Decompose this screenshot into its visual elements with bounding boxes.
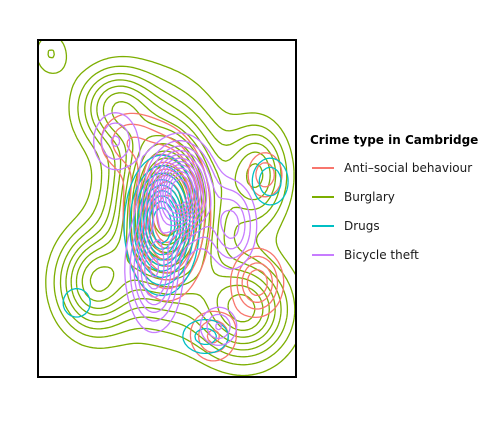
- legend-item-anti-social-behaviour: Anti–social behaviour: [310, 153, 478, 182]
- contour-line-drugs: [62, 154, 289, 355]
- legend-key-burglary: [312, 195, 334, 198]
- contour-line-bicycle-theft: [100, 122, 251, 340]
- contour-line-bicycle-theft: [160, 164, 200, 222]
- contour-line-bicycle-theft: [110, 135, 246, 331]
- contour-line-burglary: [47, 49, 296, 366]
- contour-line-bicycle-theft: [137, 149, 240, 306]
- plot-panel-border: [37, 39, 297, 378]
- legend-label-anti-social-behaviour: Anti–social behaviour: [344, 160, 473, 175]
- legend-item-drugs: Drugs: [310, 211, 478, 240]
- legend-label-bicycle-theft: Bicycle theft: [344, 247, 419, 262]
- legend-label-burglary: Burglary: [344, 189, 395, 204]
- legend-key-drugs: [312, 224, 334, 227]
- legend-key-bicycle-theft: [312, 253, 334, 256]
- legend-label-drugs: Drugs: [344, 218, 380, 233]
- legend-item-bicycle-theft: Bicycle theft: [310, 240, 478, 269]
- legend-item-burglary: Burglary: [310, 182, 478, 211]
- contour-line-bicycle-theft: [149, 160, 202, 278]
- contour-line-burglary: [38, 40, 296, 377]
- contour-line-bicycle-theft: [162, 167, 197, 219]
- contour-layer: [38, 40, 296, 377]
- contour-line-bicycle-theft: [164, 170, 195, 215]
- legend-key-anti-social-behaviour: [312, 166, 334, 169]
- contour-line-bicycle-theft: [167, 174, 192, 211]
- legend-title: Crime type in Cambridge: [310, 133, 479, 147]
- contour-series-bicycle-theft: [93, 112, 258, 347]
- legend: Crime type in Cambridge Anti–social beha…: [310, 133, 478, 269]
- contour-line-bicycle-theft: [140, 153, 208, 298]
- contour-line-bicycle-theft: [170, 178, 189, 206]
- contour-line-bicycle-theft: [144, 157, 205, 290]
- contour-line-bicycle-theft: [93, 112, 258, 347]
